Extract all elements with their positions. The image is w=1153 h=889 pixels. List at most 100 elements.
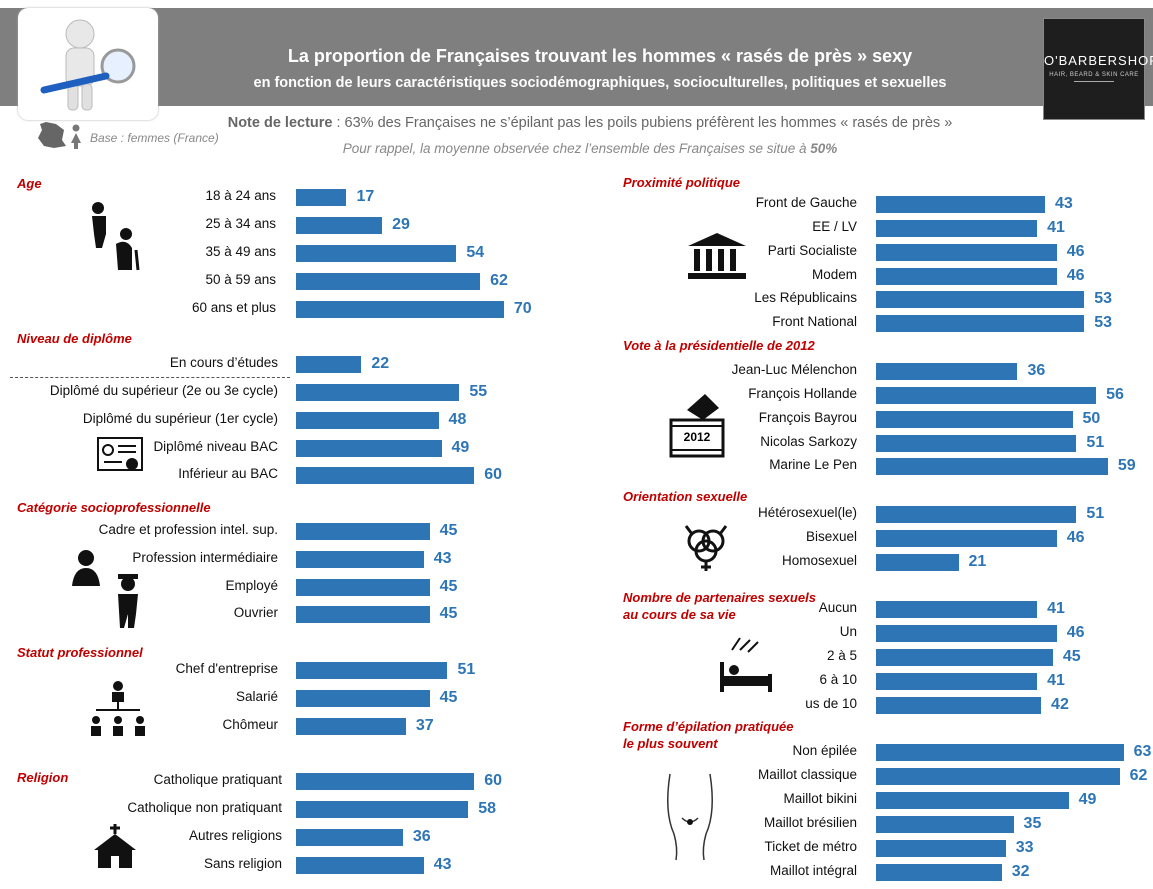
category-label: Salarié (235, 689, 278, 704)
value-label: 36 (412, 828, 431, 845)
base-note: Base : femmes (France) (90, 131, 219, 145)
category-label: Marine Le Pen (769, 457, 857, 472)
category-label: Chef d'entreprise (175, 661, 278, 676)
value-label: 41 (1047, 600, 1065, 617)
section-title-categorie-socioprofessionnelle: Catégorie socioprofessionnelle (17, 500, 211, 515)
value-label: 53 (1094, 290, 1113, 307)
value-label: 46 (1066, 243, 1085, 260)
category-label: 25 à 34 ans (205, 216, 276, 231)
header-illustration (18, 8, 158, 120)
category-label: Parti Socialiste (767, 243, 857, 258)
category-label: François Bayrou (758, 410, 857, 425)
category-label: Autres religions (188, 828, 282, 843)
bar (876, 530, 1057, 547)
average-reminder: Pour rappel, la moyenne observée chez l’… (160, 141, 1020, 156)
brand-tagline: HAIR, BEARD & SKIN CARE (1049, 72, 1139, 78)
section-title-forme-d-epilation-pratiquee-le-plus-souvent: Forme d’épilation pratiquée le plus souv… (623, 719, 794, 751)
bar (296, 773, 475, 790)
category-label: Cadre et profession intel. sup. (98, 522, 278, 537)
category-label: Ouvrier (233, 605, 278, 620)
value-label: 46 (1066, 624, 1085, 641)
category-label: Diplômé du supérieur (1er cycle) (82, 411, 278, 426)
bar (876, 554, 959, 571)
bar (296, 801, 469, 818)
value-label: 58 (478, 800, 497, 817)
bar (876, 363, 1018, 380)
category-label: Catholique pratiquant (153, 772, 282, 787)
category-label: us de 10 (805, 696, 857, 711)
bar (296, 690, 430, 707)
value-label: 48 (448, 411, 467, 428)
bar (876, 792, 1069, 809)
page-title: La proportion de Françaises trouvant les… (287, 46, 913, 66)
value-label: 45 (439, 522, 458, 539)
value-label: 43 (433, 550, 452, 567)
category-label: François Hollande (748, 386, 857, 401)
bar (296, 662, 448, 679)
bar (876, 816, 1014, 833)
category-label: En cours d’études (169, 355, 278, 370)
category-label: Profession intermédiaire (132, 550, 278, 565)
category-label: Hétérosexuel(le) (757, 505, 857, 520)
bar (296, 356, 362, 373)
value-label: 56 (1106, 386, 1124, 403)
section-title-vote-a-la-presidentielle-de-2012: Vote à la présidentielle de 2012 (623, 338, 815, 353)
value-label: 60 (484, 466, 502, 483)
church-icon (94, 824, 136, 868)
bar (296, 301, 504, 318)
bar (876, 244, 1057, 261)
bar (296, 245, 457, 262)
category-label: 60 ans et plus (191, 300, 276, 315)
category-label: Maillot classique (757, 767, 857, 782)
age-people-icon (92, 202, 140, 271)
value-label: 41 (1047, 219, 1065, 236)
bar (876, 744, 1124, 761)
value-label: 63 (1133, 743, 1152, 760)
value-label: 45 (1062, 648, 1081, 665)
brand-logo: O'BARBERSHOP HAIR, BEARD & SKIN CARE (1043, 18, 1153, 120)
bar (876, 697, 1042, 714)
category-label: Ticket de métro (764, 839, 857, 854)
value-label: 70 (513, 300, 532, 317)
category-label: Maillot bikini (783, 791, 857, 806)
section-title-orientation-sexuelle: Orientation sexuelle (623, 489, 748, 504)
value-label: 42 (1051, 696, 1069, 713)
bar (296, 384, 460, 401)
category-label: Front National (772, 314, 857, 329)
body-icon (667, 773, 713, 861)
value-label: 35 (1023, 815, 1042, 832)
bar (296, 829, 403, 846)
value-label: 45 (439, 689, 458, 706)
bar (296, 273, 481, 290)
value-label: 59 (1117, 457, 1136, 474)
bar (876, 458, 1108, 475)
bar (876, 840, 1006, 857)
bar (296, 467, 475, 484)
category-label: Inférieur au BAC (178, 466, 278, 481)
category-label: Maillot intégral (769, 863, 857, 878)
category-label: 50 à 59 ans (205, 272, 276, 287)
value-label: 49 (1078, 791, 1097, 808)
section-title-religion: Religion (17, 770, 69, 785)
category-label: 35 à 49 ans (205, 244, 276, 259)
bar (876, 506, 1077, 523)
bar (876, 315, 1085, 332)
hierarchy-icon (91, 681, 145, 736)
value-label: 43 (1054, 195, 1073, 212)
bar (876, 649, 1053, 666)
value-label: 32 (1011, 863, 1030, 880)
category-label: Bisexuel (805, 529, 857, 544)
section-title-nombre-de-partenaires-sexuels-au-cours-de-sa-vie: Nombre de partenaires sexuels au cours d… (623, 590, 816, 622)
bar (296, 440, 442, 457)
bar (876, 864, 1002, 881)
category-label: Maillot brésilien (763, 815, 857, 830)
bar (296, 217, 383, 234)
category-label: 18 à 24 ans (205, 188, 276, 203)
parliament-icon (688, 233, 746, 279)
value-label: 49 (451, 439, 470, 456)
workers-icon (72, 550, 138, 628)
diploma-icon (97, 437, 143, 471)
value-label: 17 (356, 188, 375, 205)
category-label: Catholique non pratiquant (127, 800, 282, 815)
value-label: 46 (1066, 529, 1085, 546)
